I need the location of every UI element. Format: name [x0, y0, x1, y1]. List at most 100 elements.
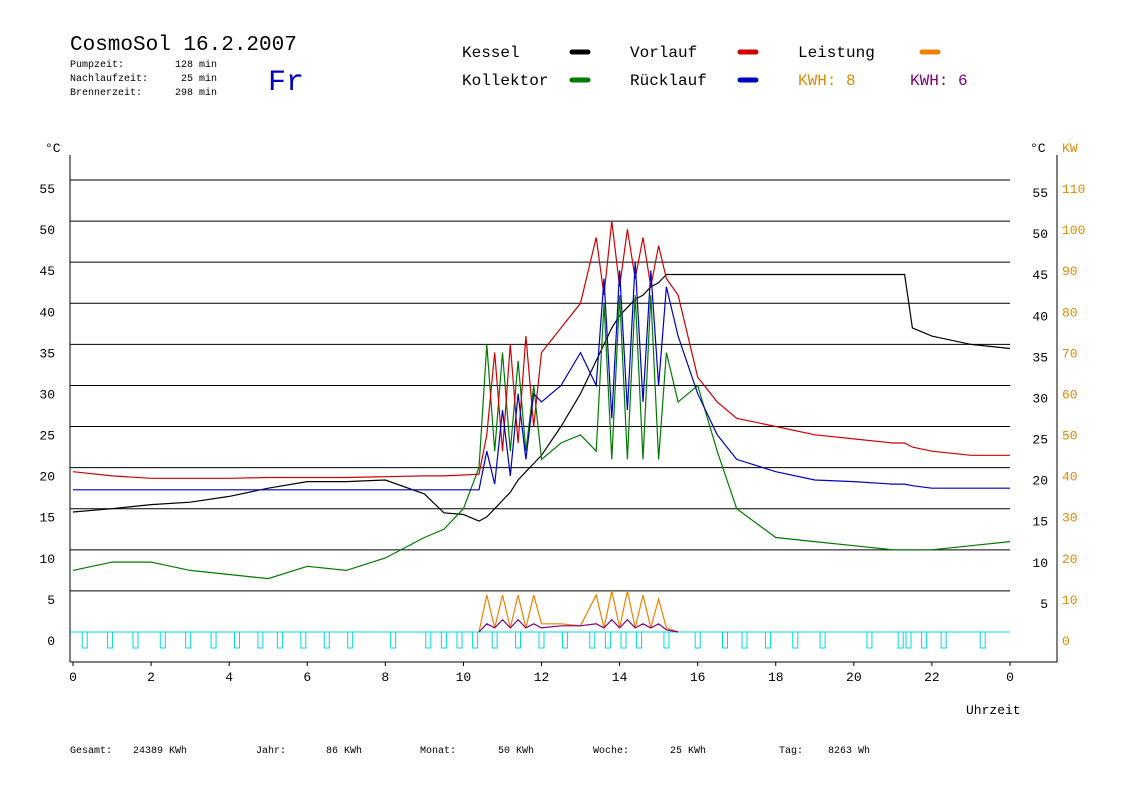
stat-value: 25 min [181, 73, 217, 85]
pulse [561, 631, 568, 649]
y-right-tick-label: 5 [1040, 597, 1048, 612]
pulse [300, 631, 307, 649]
x-tick-label: 20 [846, 670, 862, 685]
pulse [589, 631, 596, 649]
pulse [323, 631, 330, 649]
pulse [620, 631, 627, 649]
pulse [185, 631, 192, 649]
y-right-axis-label: °C [1030, 141, 1046, 156]
y-right-tick-label: 45 [1032, 268, 1048, 283]
x-tick-label: 0 [1006, 670, 1014, 685]
pulse [276, 631, 283, 649]
footer-label: Monat: [420, 746, 456, 757]
pulse [425, 631, 432, 649]
y-tick-label: 15 [39, 511, 55, 526]
x-tick-label: 12 [534, 670, 550, 685]
pulse [905, 631, 912, 649]
day: Fr [268, 66, 304, 100]
x-tick-label: 6 [303, 670, 311, 685]
series-line [478, 618, 679, 633]
y2-tick-label: 10 [1062, 593, 1078, 608]
y2-tick-label: 110 [1062, 182, 1085, 197]
pulse [233, 631, 240, 649]
y-right-tick-label: 55 [1032, 186, 1048, 201]
y2-tick-label: 50 [1062, 429, 1078, 444]
kwh-label: KWH: 6 [910, 72, 968, 90]
pulse [792, 631, 799, 649]
series-line [478, 590, 679, 633]
stat-label: Nachlaufzeit: [70, 73, 148, 85]
y-tick-label: 35 [39, 346, 55, 361]
y-tick-label: 30 [39, 387, 55, 402]
y-right-tick-label: 30 [1032, 391, 1048, 406]
footer-label: Woche: [593, 745, 629, 757]
pulse [159, 631, 166, 649]
x-tick-label: 14 [612, 670, 628, 685]
stat-label: Pumpzeit: [70, 59, 124, 71]
y2-tick-label: 80 [1062, 305, 1078, 320]
y-tick-label: 40 [39, 305, 55, 320]
legend-label: Vorlauf [630, 44, 697, 62]
pulse [741, 631, 748, 649]
pulse [663, 631, 670, 649]
x-tick-label: 8 [381, 670, 389, 685]
y2-tick-label: 40 [1062, 470, 1078, 485]
y-tick-label: 20 [39, 470, 55, 485]
footer-value: 50 KWh [498, 745, 534, 757]
footer-value: 25 KWh [670, 745, 706, 757]
pulse [456, 631, 463, 649]
y-tick-label: 25 [39, 429, 55, 444]
footer-value: 86 KWh [326, 745, 362, 757]
pulse [491, 631, 498, 649]
pulse [347, 631, 354, 649]
y-axis-label: °C [45, 141, 61, 156]
x-tick-label: 22 [924, 670, 940, 685]
kwh-label: KWH: 8 [798, 72, 856, 90]
stat-label: Brennerzeit: [70, 87, 142, 99]
pulse [210, 631, 217, 649]
x-tick-label: 18 [768, 670, 784, 685]
pulse [866, 631, 873, 649]
pulse [472, 631, 479, 649]
y2-axis-label: KW [1062, 141, 1078, 156]
pulse [604, 631, 611, 649]
pulse [81, 631, 88, 649]
y-right-tick-label: 20 [1032, 474, 1048, 489]
footer-value: 8263 Wh [828, 745, 870, 757]
pulse [819, 631, 826, 649]
y-right-tick-label: 15 [1032, 515, 1048, 530]
y-right-tick-label: 25 [1032, 433, 1048, 448]
y-tick-label: 0 [47, 634, 55, 649]
legend-label: Leistung [798, 44, 875, 62]
footer-value: 24389 KWh [133, 745, 187, 757]
x-tick-label: 4 [225, 670, 233, 685]
x-tick-label: 0 [69, 670, 77, 685]
y2-tick-label: 70 [1062, 346, 1078, 361]
series-line [72, 221, 1010, 479]
pulse [257, 631, 264, 649]
y-right-tick-label: 10 [1032, 556, 1048, 571]
pulse [107, 631, 114, 649]
y-tick-label: 5 [47, 593, 55, 608]
pulse [764, 631, 771, 649]
y2-tick-label: 90 [1062, 264, 1078, 279]
pulse [636, 631, 643, 649]
x-tick-label: 10 [456, 670, 472, 685]
pulse [940, 631, 947, 649]
stat-value: 128 min [175, 59, 217, 71]
y-right-tick-label: 40 [1032, 309, 1048, 324]
y-right-tick-label: 35 [1032, 350, 1048, 365]
x-tick-label: 16 [690, 670, 706, 685]
pulse [694, 631, 701, 649]
title: CosmoSol 16.2.2007 [70, 34, 297, 57]
legend-label: Rücklauf [630, 72, 707, 90]
y-tick-label: 10 [39, 552, 55, 567]
series-line [72, 273, 1011, 522]
pulse [390, 631, 397, 649]
footer-label: Jahr: [256, 745, 286, 757]
x-tick-label: 2 [147, 670, 155, 685]
y-tick-label: 45 [39, 264, 55, 279]
legend-label: Kollektor [462, 72, 548, 90]
series-line [72, 295, 1011, 580]
